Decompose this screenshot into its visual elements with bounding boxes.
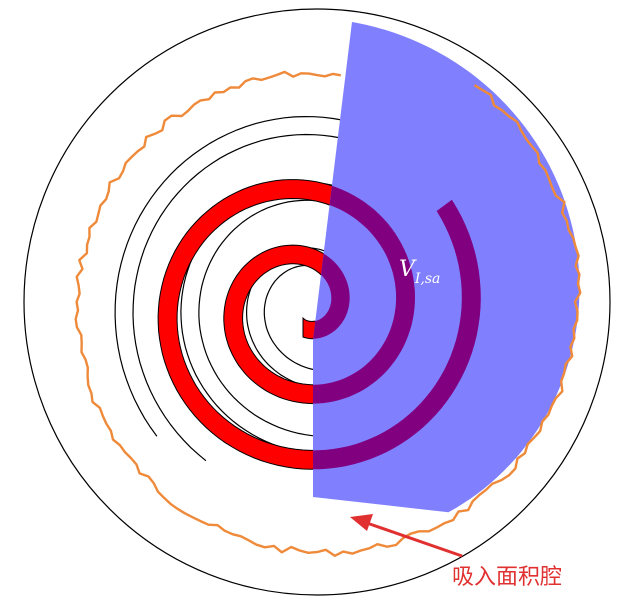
suction-volume-region: [313, 22, 580, 513]
volume-label-subscript: I,sa: [414, 271, 441, 287]
volume-label-main: V: [399, 257, 417, 282]
overlap-region: [313, 179, 481, 470]
volume-label: VI,sa: [399, 257, 440, 287]
housing-circle: [23, 8, 611, 596]
annotation-text: 吸入面积腔: [452, 565, 562, 590]
annotation-arrow: [350, 514, 463, 558]
suction-area-boundary: [74, 70, 582, 557]
